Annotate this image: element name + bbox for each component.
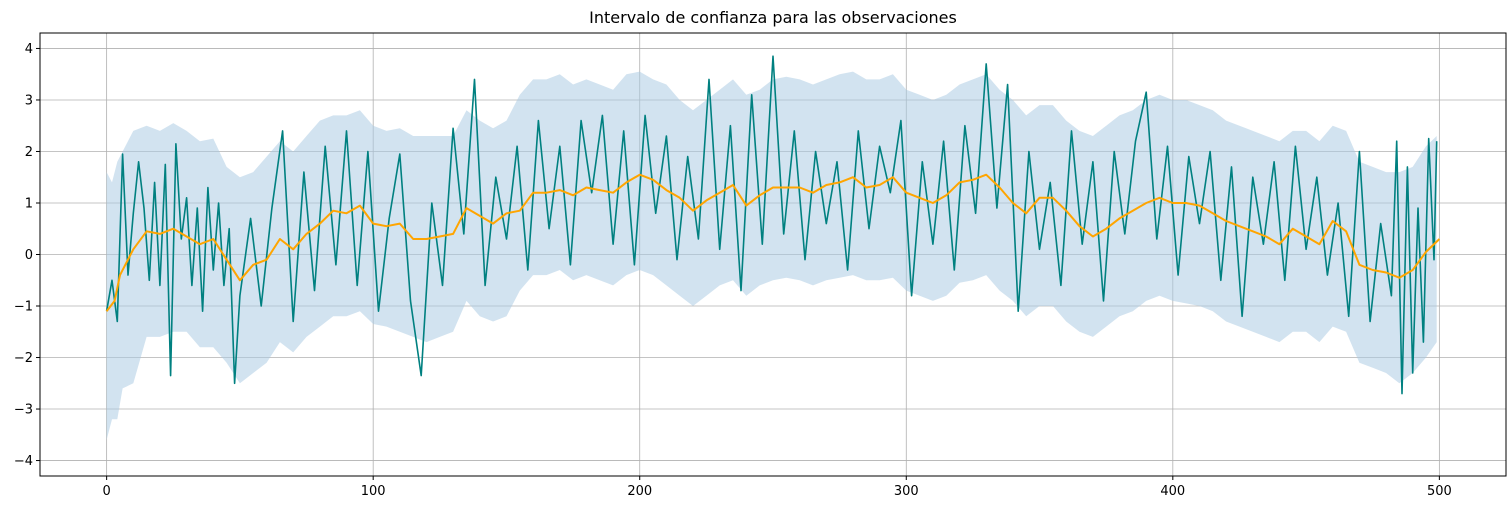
x-tick-label: 500 (1427, 484, 1452, 499)
y-tick-label: −1 (14, 300, 33, 315)
y-tick-label: −2 (14, 351, 33, 366)
x-tick-label: 400 (1160, 484, 1185, 499)
y-tick-label: 0 (25, 248, 33, 263)
x-tick-label: 300 (894, 484, 919, 499)
y-tick-label: 3 (25, 93, 33, 108)
x-tick-label: 0 (102, 484, 110, 499)
series-layer (105, 55, 1441, 395)
x-tick-label: 100 (361, 484, 386, 499)
chart-title: Intervalo de confianza para las observac… (589, 8, 957, 27)
confidence-band-layer (106, 71, 1437, 440)
axis-ticks: 0 100 200 300 400 500 −4 −3 −2 −1 0 1 2 3 4 (14, 42, 1452, 499)
y-tick-label: 1 (25, 196, 33, 211)
y-tick-label: −3 (14, 403, 33, 418)
y-tick-label: 4 (25, 42, 33, 57)
y-tick-label: −4 (14, 454, 33, 469)
confidence-band (106, 71, 1437, 440)
mean-series-line (105, 173, 1441, 312)
observations-series-line (105, 55, 1438, 395)
x-tick-label: 200 (627, 484, 652, 499)
y-tick-label: 2 (25, 145, 33, 160)
